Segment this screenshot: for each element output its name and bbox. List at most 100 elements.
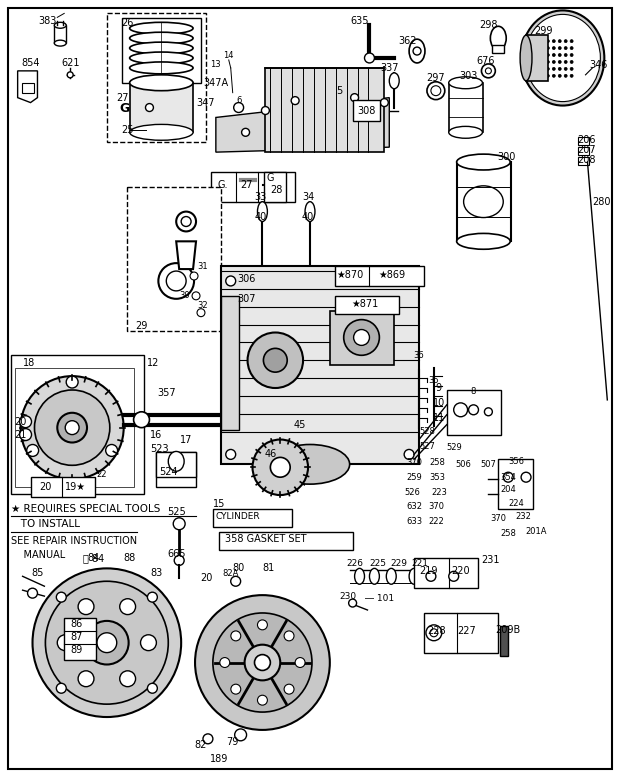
Text: 529: 529 [447, 443, 463, 452]
Text: ★869: ★869 [379, 270, 406, 280]
Circle shape [427, 82, 445, 99]
Circle shape [158, 263, 194, 299]
Circle shape [257, 695, 267, 706]
Ellipse shape [409, 39, 425, 63]
Ellipse shape [55, 40, 66, 46]
Circle shape [20, 376, 123, 479]
Text: G: G [267, 173, 274, 183]
Ellipse shape [146, 103, 153, 112]
Circle shape [257, 620, 267, 630]
Text: 676: 676 [476, 56, 495, 66]
Bar [335, 296, 399, 314]
Text: 297: 297 [427, 73, 445, 83]
Ellipse shape [254, 267, 270, 275]
Circle shape [27, 588, 37, 598]
Bar [221, 266, 419, 465]
Bar [130, 83, 193, 132]
Circle shape [291, 96, 299, 105]
Text: 854: 854 [21, 58, 40, 68]
Circle shape [245, 645, 280, 681]
Text: 81: 81 [262, 563, 275, 573]
Text: 307: 307 [237, 294, 256, 304]
Ellipse shape [55, 23, 66, 28]
Circle shape [27, 444, 38, 456]
Text: 207: 207 [577, 145, 595, 155]
Text: 383: 383 [38, 16, 56, 26]
Ellipse shape [409, 568, 419, 584]
Bar [264, 172, 286, 202]
Circle shape [67, 71, 73, 78]
Text: 82: 82 [195, 740, 207, 750]
Text: ★871: ★871 [351, 299, 378, 308]
Text: 83: 83 [150, 568, 162, 578]
Text: 635: 635 [350, 16, 369, 26]
Text: 29: 29 [135, 321, 148, 330]
Ellipse shape [257, 202, 267, 221]
Circle shape [105, 444, 118, 456]
Circle shape [284, 631, 294, 641]
Text: 17: 17 [180, 434, 192, 444]
Ellipse shape [130, 52, 193, 64]
Circle shape [120, 671, 136, 687]
Text: 84: 84 [88, 553, 100, 563]
Circle shape [558, 47, 561, 50]
Text: 5: 5 [337, 85, 343, 96]
Text: 204: 204 [500, 485, 516, 493]
Circle shape [454, 402, 467, 416]
Circle shape [284, 685, 294, 694]
Text: 308: 308 [357, 106, 376, 116]
Bar [335, 266, 424, 286]
Text: 82A: 82A [223, 569, 239, 578]
Text: 14: 14 [223, 51, 234, 60]
Circle shape [570, 75, 573, 78]
Ellipse shape [302, 267, 318, 275]
Ellipse shape [130, 42, 193, 54]
Bar [578, 147, 590, 155]
Circle shape [192, 292, 200, 300]
Bar [221, 296, 239, 430]
Text: 370: 370 [428, 503, 444, 511]
Circle shape [564, 61, 567, 64]
Text: 346: 346 [589, 60, 608, 70]
Text: 524: 524 [159, 467, 178, 477]
Text: 665: 665 [167, 549, 185, 559]
Text: 40: 40 [254, 211, 267, 221]
Circle shape [558, 40, 561, 43]
Circle shape [231, 577, 241, 586]
Circle shape [57, 413, 87, 443]
Circle shape [570, 40, 573, 43]
Text: 528: 528 [419, 427, 435, 436]
Text: 633: 633 [406, 517, 422, 526]
Circle shape [252, 440, 308, 495]
Text: 45: 45 [294, 420, 306, 430]
Circle shape [564, 47, 567, 50]
Text: 79: 79 [226, 737, 239, 747]
Circle shape [57, 635, 73, 650]
Circle shape [97, 632, 117, 653]
Bar [330, 311, 394, 365]
Text: 20: 20 [14, 416, 27, 427]
Circle shape [148, 683, 157, 693]
Polygon shape [17, 71, 37, 103]
Circle shape [220, 657, 230, 667]
Text: 280: 280 [592, 197, 611, 207]
Circle shape [203, 734, 213, 744]
Bar [55, 26, 66, 43]
Circle shape [404, 276, 414, 286]
Ellipse shape [130, 62, 193, 74]
Text: 357: 357 [157, 388, 175, 398]
Bar [11, 355, 144, 494]
Bar [578, 157, 590, 165]
Circle shape [226, 449, 236, 459]
Text: MANUAL: MANUAL [11, 549, 65, 559]
Text: 231: 231 [481, 556, 500, 566]
Circle shape [570, 61, 573, 64]
Ellipse shape [521, 10, 604, 106]
Circle shape [570, 47, 573, 50]
Bar [22, 83, 33, 92]
Text: 523: 523 [150, 444, 169, 455]
Bar [414, 559, 479, 588]
Circle shape [431, 85, 441, 96]
Circle shape [133, 412, 149, 427]
Circle shape [213, 613, 312, 712]
